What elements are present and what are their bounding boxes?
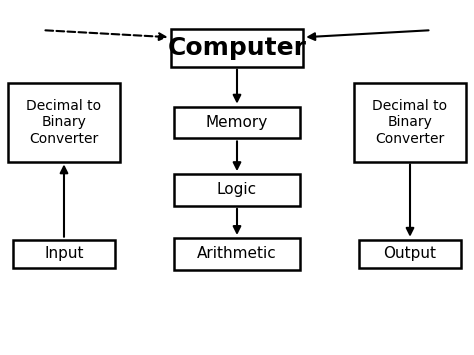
- Text: Logic: Logic: [217, 182, 257, 197]
- FancyBboxPatch shape: [174, 106, 300, 138]
- Text: Computer: Computer: [167, 36, 307, 60]
- Text: Input: Input: [44, 246, 84, 261]
- FancyBboxPatch shape: [9, 83, 119, 162]
- Text: Decimal to
Binary
Converter: Decimal to Binary Converter: [373, 99, 447, 146]
- Text: Output: Output: [383, 246, 437, 261]
- FancyBboxPatch shape: [354, 83, 465, 162]
- FancyBboxPatch shape: [13, 240, 115, 268]
- FancyBboxPatch shape: [171, 29, 303, 67]
- Text: Decimal to
Binary
Converter: Decimal to Binary Converter: [27, 99, 101, 146]
- FancyBboxPatch shape: [174, 174, 300, 206]
- FancyBboxPatch shape: [359, 240, 461, 268]
- FancyBboxPatch shape: [174, 238, 300, 270]
- Text: Arithmetic: Arithmetic: [197, 246, 277, 261]
- Text: Memory: Memory: [206, 115, 268, 130]
